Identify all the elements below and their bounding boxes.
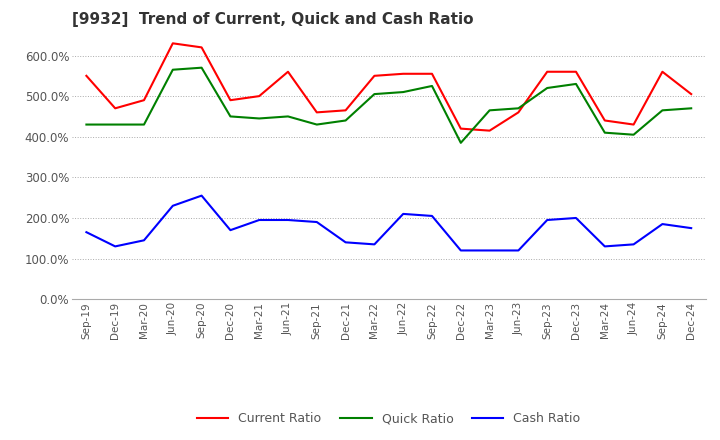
Quick Ratio (197, 65, 206, 70)
Quick Ratio (284, 114, 292, 119)
Quick Ratio (370, 92, 379, 97)
Current Ratio (485, 128, 494, 133)
Cash Ratio (687, 225, 696, 231)
Current Ratio (140, 98, 148, 103)
Cash Ratio (629, 242, 638, 247)
Current Ratio (428, 71, 436, 77)
Quick Ratio (629, 132, 638, 137)
Current Ratio (111, 106, 120, 111)
Quick Ratio (572, 81, 580, 87)
Cash Ratio (140, 238, 148, 243)
Current Ratio (370, 73, 379, 78)
Current Ratio (255, 93, 264, 99)
Cash Ratio (485, 248, 494, 253)
Cash Ratio (514, 248, 523, 253)
Quick Ratio (399, 89, 408, 95)
Quick Ratio (543, 85, 552, 91)
Quick Ratio (514, 106, 523, 111)
Cash Ratio (312, 220, 321, 225)
Cash Ratio (82, 230, 91, 235)
Cash Ratio (341, 240, 350, 245)
Current Ratio (572, 69, 580, 74)
Quick Ratio (341, 118, 350, 123)
Cash Ratio (572, 215, 580, 220)
Current Ratio (399, 71, 408, 77)
Current Ratio (284, 69, 292, 74)
Cash Ratio (168, 203, 177, 209)
Cash Ratio (428, 213, 436, 219)
Line: Quick Ratio: Quick Ratio (86, 68, 691, 143)
Cash Ratio (284, 217, 292, 223)
Current Ratio (658, 69, 667, 74)
Current Ratio (600, 118, 609, 123)
Current Ratio (687, 92, 696, 97)
Quick Ratio (168, 67, 177, 72)
Current Ratio (168, 40, 177, 46)
Cash Ratio (456, 248, 465, 253)
Quick Ratio (456, 140, 465, 146)
Quick Ratio (111, 122, 120, 127)
Quick Ratio (687, 106, 696, 111)
Cash Ratio (226, 227, 235, 233)
Quick Ratio (658, 108, 667, 113)
Current Ratio (629, 122, 638, 127)
Cash Ratio (399, 211, 408, 216)
Cash Ratio (543, 217, 552, 223)
Current Ratio (312, 110, 321, 115)
Current Ratio (226, 98, 235, 103)
Current Ratio (82, 73, 91, 78)
Cash Ratio (370, 242, 379, 247)
Line: Current Ratio: Current Ratio (86, 43, 691, 131)
Line: Cash Ratio: Cash Ratio (86, 196, 691, 250)
Quick Ratio (82, 122, 91, 127)
Current Ratio (197, 45, 206, 50)
Cash Ratio (658, 221, 667, 227)
Quick Ratio (312, 122, 321, 127)
Current Ratio (514, 110, 523, 115)
Quick Ratio (140, 122, 148, 127)
Quick Ratio (600, 130, 609, 136)
Cash Ratio (197, 193, 206, 198)
Current Ratio (456, 126, 465, 131)
Cash Ratio (111, 244, 120, 249)
Quick Ratio (255, 116, 264, 121)
Quick Ratio (428, 83, 436, 88)
Current Ratio (341, 108, 350, 113)
Quick Ratio (226, 114, 235, 119)
Text: [9932]  Trend of Current, Quick and Cash Ratio: [9932] Trend of Current, Quick and Cash … (72, 12, 474, 27)
Legend: Current Ratio, Quick Ratio, Cash Ratio: Current Ratio, Quick Ratio, Cash Ratio (192, 407, 585, 430)
Current Ratio (543, 69, 552, 74)
Cash Ratio (600, 244, 609, 249)
Cash Ratio (255, 217, 264, 223)
Quick Ratio (485, 108, 494, 113)
